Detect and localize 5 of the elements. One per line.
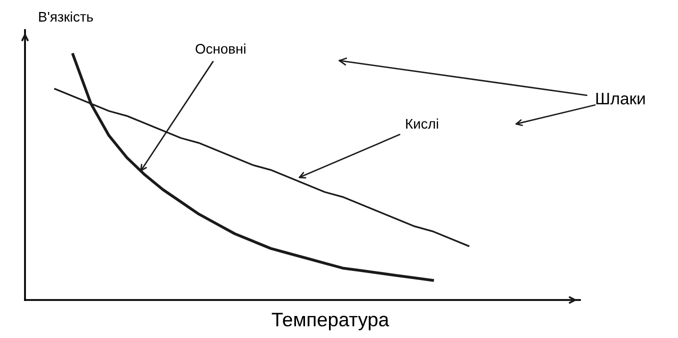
y-axis-title: В'язкість [39, 12, 93, 22]
text: Основні [196, 44, 246, 54]
annotation: Кислі [406, 118, 438, 129]
text: Шлаки [596, 92, 645, 104]
x-axis-title: Температура [272, 312, 390, 330]
